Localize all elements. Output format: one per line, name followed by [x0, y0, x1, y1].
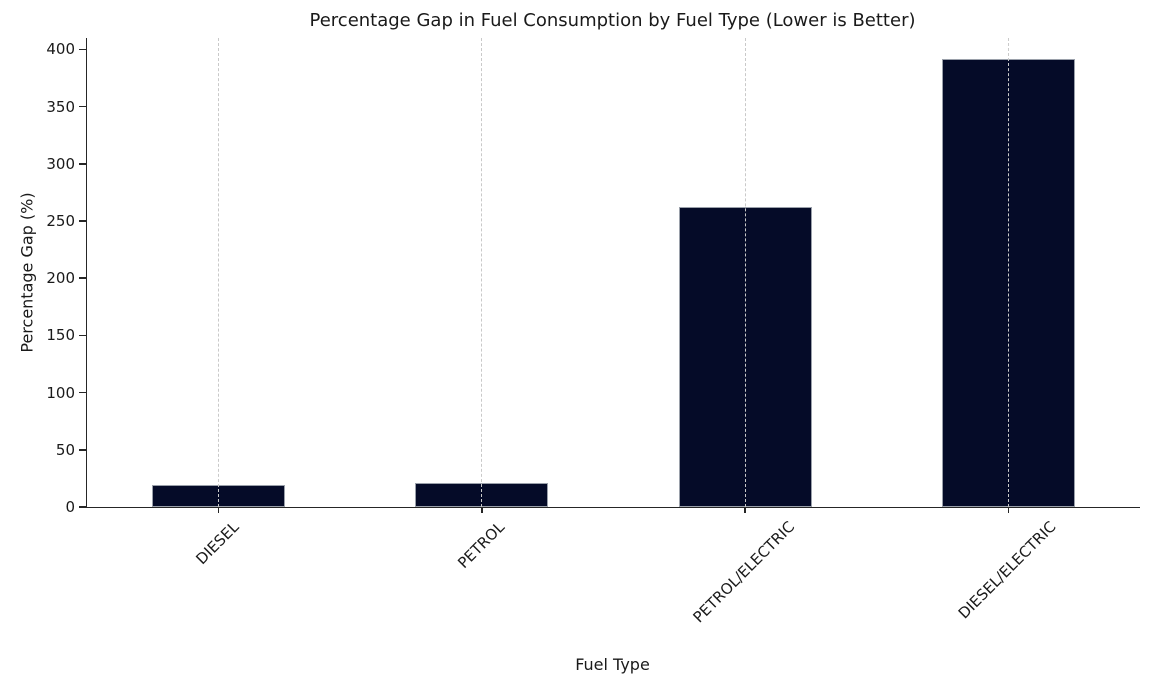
x-tick-label: DIESEL/ELECTRIC — [955, 517, 1060, 623]
y-tick-mark — [79, 163, 87, 165]
x-tick-mark — [217, 507, 220, 513]
y-tick-mark — [79, 334, 87, 337]
x-tick-label: PETROL — [454, 517, 508, 572]
y-tick-label: 200 — [46, 269, 75, 288]
y-tick-mark — [79, 506, 87, 508]
x-tick-mark — [744, 507, 746, 513]
gridline — [481, 38, 483, 507]
x-tick-mark — [481, 507, 483, 513]
gridline — [744, 38, 746, 507]
y-tick-label: 400 — [46, 40, 75, 59]
y-tick-label: 350 — [46, 97, 75, 116]
y-tick-label: 0 — [65, 498, 75, 516]
x-tick-mark — [1007, 507, 1010, 513]
y-tick-mark — [79, 449, 87, 451]
x-axis-label: Fuel Type — [575, 655, 650, 674]
y-tick-label: 300 — [46, 154, 75, 173]
gridline — [218, 38, 220, 507]
y-tick-label: 100 — [46, 383, 75, 402]
x-tick-label: DIESEL — [192, 518, 243, 569]
y-tick-mark — [79, 391, 87, 394]
y-tick-label: 250 — [46, 212, 75, 231]
y-tick-label: 50 — [55, 440, 75, 459]
y-tick-mark — [79, 277, 87, 280]
x-tick-label: PETROL/ELECTRIC — [689, 518, 799, 627]
y-tick-mark — [79, 48, 87, 51]
chart-title: Percentage Gap in Fuel Consumption by Fu… — [309, 10, 916, 31]
y-tick-mark — [79, 220, 87, 222]
plot-area: 0 50 100 150 200 250 300 350 400 — [46, 38, 1140, 516]
y-tick-mark — [79, 105, 87, 108]
y-tick-label: 150 — [46, 326, 75, 345]
gridline — [1007, 38, 1009, 507]
